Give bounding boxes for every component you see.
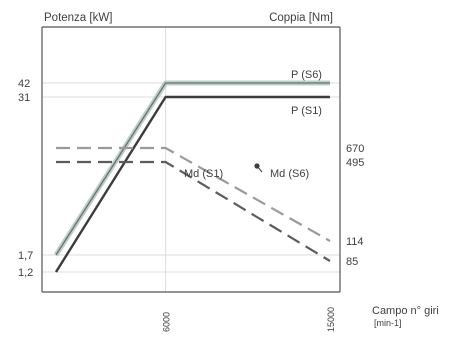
series-layer (53, 80, 331, 273)
series-label-md-s6: Md (S6) (270, 168, 309, 180)
x-axis-title: Campo n° giri (372, 305, 439, 317)
pointer-icon (254, 163, 263, 173)
left-tick-label: 42 (18, 78, 30, 90)
series-label-p-s6: P (S6) (291, 69, 322, 81)
series-label-md-s1: Md (S1) (184, 168, 223, 180)
series-label-p-s1: P (S1) (291, 105, 322, 117)
right-tick-label: 670 (346, 143, 364, 155)
series-p-s6-line (55, 82, 330, 256)
tick-labels: 42 31 1,7 1,2 670 495 114 85 6000 15000 (18, 78, 364, 332)
left-tick-label: 31 (18, 92, 30, 104)
right-tick-label: 85 (346, 256, 358, 268)
left-tick-label: 1,2 (18, 267, 33, 279)
x-tick-label: 6000 (162, 312, 172, 332)
right-tick-label: 114 (346, 236, 364, 248)
right-axis-title: Coppia [Nm] (269, 12, 333, 24)
x-tick-label: 15000 (326, 307, 336, 332)
x-axis-unit: [min-1] (374, 318, 402, 328)
left-tick-label: 1,7 (18, 250, 33, 262)
series-p-s1-line (54, 95, 330, 273)
right-tick-label: 495 (346, 157, 364, 169)
series-md-s6-line (56, 146, 331, 242)
grid-lines (42, 27, 340, 292)
series-md-s1-line (56, 160, 331, 262)
left-axis-title: Potenza [kW] (44, 12, 112, 24)
